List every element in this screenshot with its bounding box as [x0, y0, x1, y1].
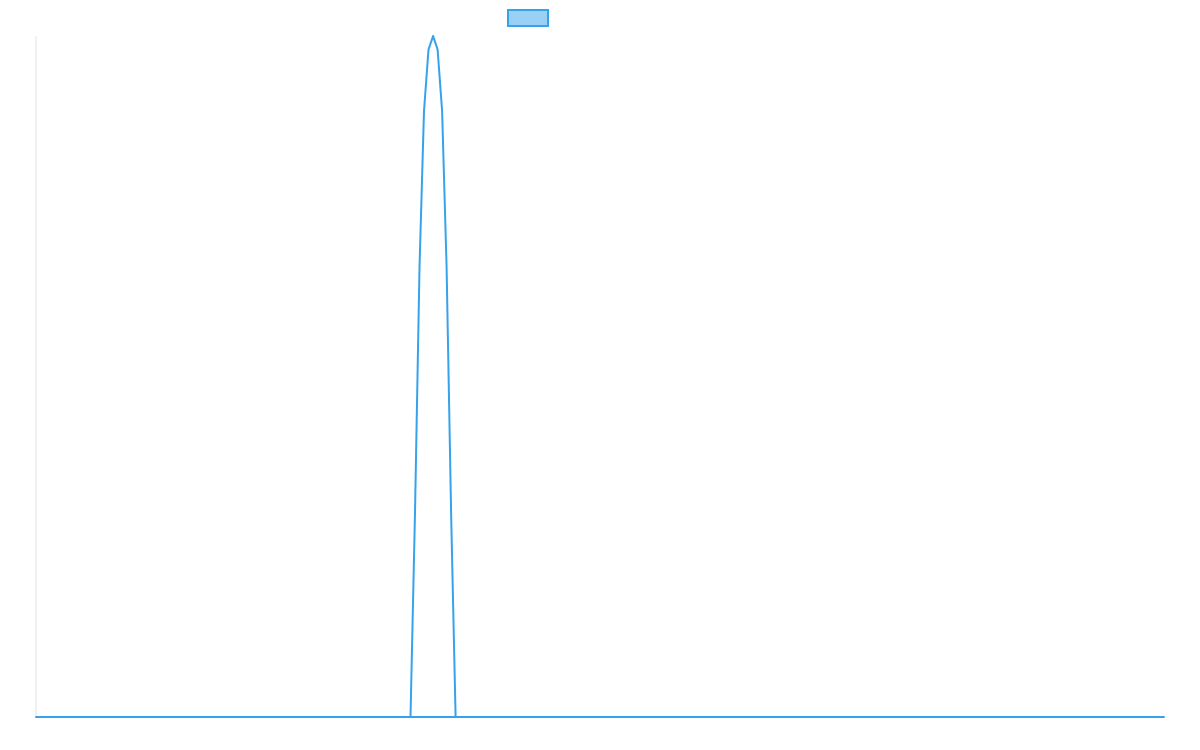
legend-swatch[interactable] [507, 9, 549, 27]
plot-area [35, 35, 1165, 718]
legend [507, 9, 549, 27]
series-line-0[interactable] [35, 35, 1165, 718]
